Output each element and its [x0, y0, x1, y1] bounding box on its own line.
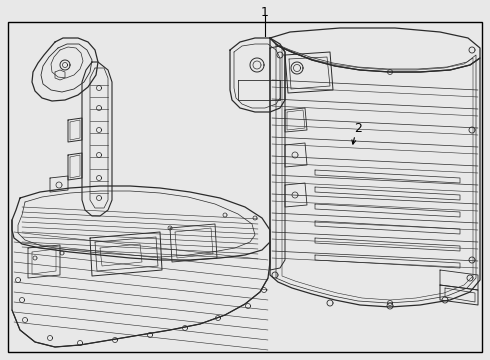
Text: 2: 2 — [354, 122, 362, 135]
Text: 1: 1 — [261, 5, 269, 18]
